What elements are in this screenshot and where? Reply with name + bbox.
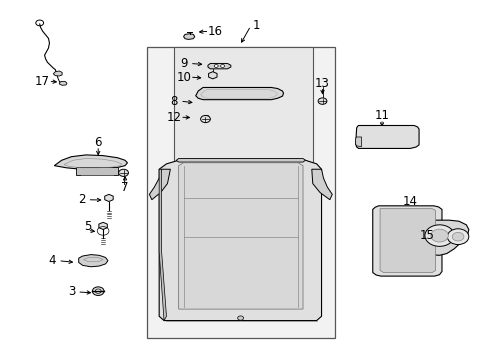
Polygon shape [54, 155, 127, 169]
Text: 9: 9 [180, 57, 187, 70]
Polygon shape [355, 137, 361, 147]
Text: 2: 2 [78, 193, 85, 206]
Circle shape [237, 316, 243, 320]
Text: 8: 8 [170, 95, 178, 108]
Circle shape [430, 229, 447, 242]
Polygon shape [183, 34, 194, 40]
Polygon shape [53, 71, 62, 76]
Circle shape [92, 287, 104, 296]
Circle shape [447, 229, 468, 244]
Text: 5: 5 [83, 220, 91, 233]
Polygon shape [208, 72, 217, 79]
Circle shape [119, 169, 128, 176]
Polygon shape [159, 159, 321, 320]
Text: 4: 4 [48, 254, 56, 267]
Polygon shape [379, 209, 435, 273]
Text: 14: 14 [402, 195, 417, 208]
Text: 3: 3 [67, 285, 75, 298]
Circle shape [200, 116, 210, 123]
Text: 7: 7 [121, 181, 128, 194]
Circle shape [451, 232, 463, 241]
Text: 13: 13 [314, 77, 329, 90]
Polygon shape [195, 87, 283, 100]
Text: 15: 15 [419, 229, 434, 242]
Polygon shape [79, 255, 108, 267]
Polygon shape [104, 194, 113, 202]
Polygon shape [149, 169, 170, 200]
Polygon shape [176, 158, 305, 162]
Circle shape [95, 289, 101, 293]
Polygon shape [59, 81, 67, 85]
Text: 17: 17 [35, 75, 50, 88]
Polygon shape [355, 126, 418, 148]
Polygon shape [372, 206, 441, 276]
Polygon shape [178, 163, 303, 309]
Text: 12: 12 [166, 111, 182, 124]
Text: 1: 1 [252, 19, 260, 32]
Polygon shape [76, 167, 118, 175]
Circle shape [424, 225, 453, 246]
Text: 6: 6 [94, 136, 102, 149]
Text: 10: 10 [176, 71, 191, 84]
Text: 16: 16 [207, 25, 223, 38]
Circle shape [214, 64, 218, 67]
Polygon shape [159, 169, 166, 320]
Polygon shape [207, 63, 230, 69]
Polygon shape [99, 222, 107, 229]
Circle shape [318, 98, 326, 104]
Bar [147, 47, 334, 338]
Polygon shape [311, 169, 331, 200]
Polygon shape [417, 220, 468, 255]
Circle shape [220, 64, 224, 67]
Bar [173, 47, 312, 166]
Text: 11: 11 [374, 109, 389, 122]
